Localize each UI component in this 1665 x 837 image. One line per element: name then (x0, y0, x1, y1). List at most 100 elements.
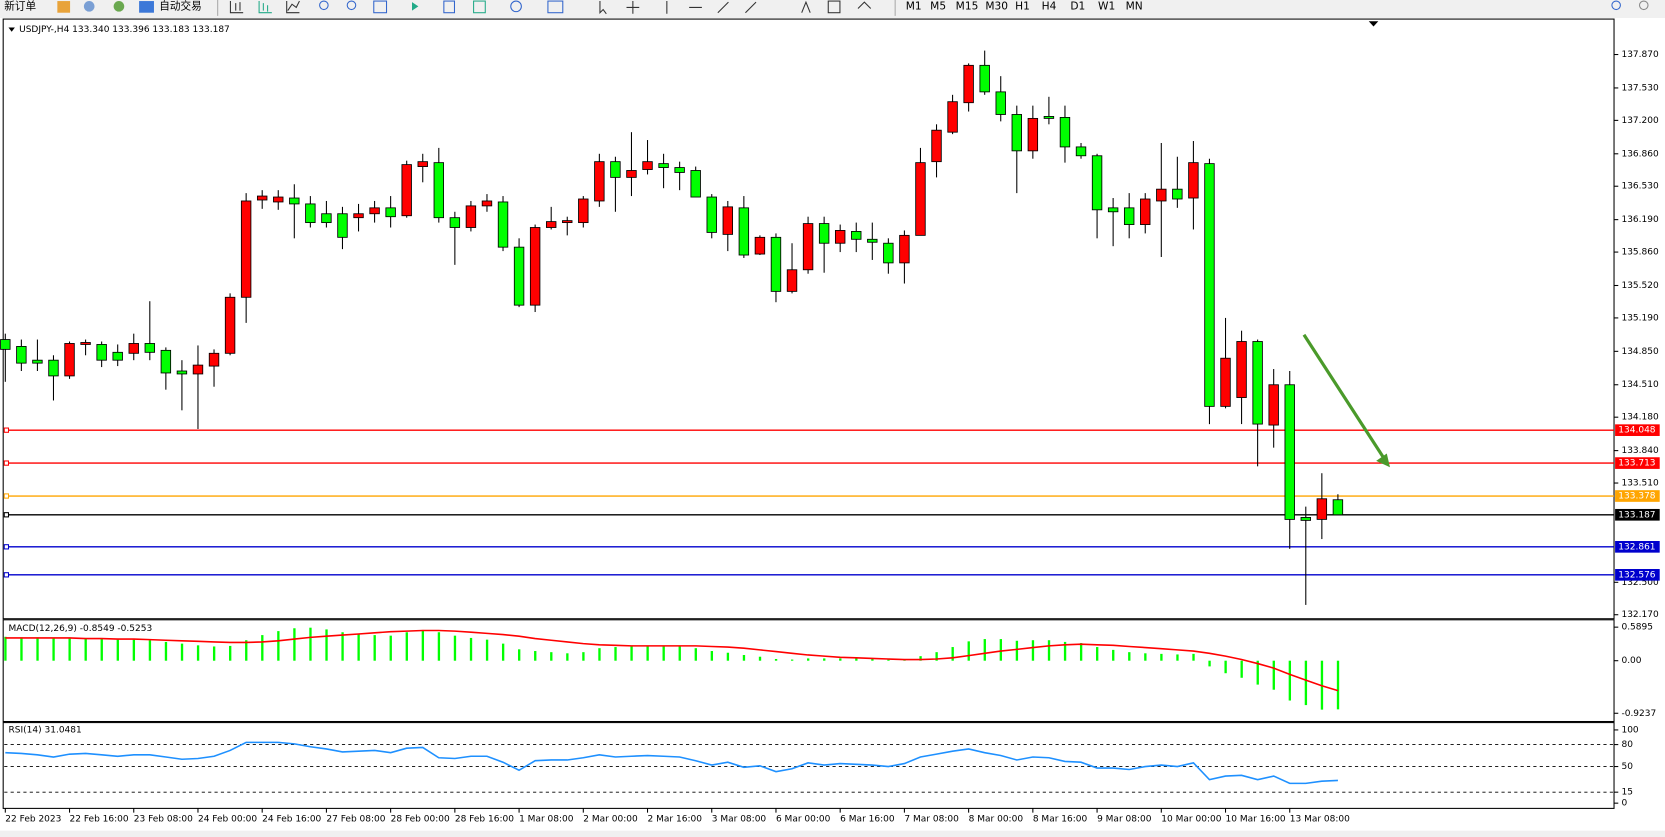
macd-bar (20, 637, 23, 661)
candle-body (1091, 155, 1103, 211)
icon[interactable] (113, 1, 125, 12)
icon[interactable] (510, 0, 522, 13)
level-label-bg (1615, 508, 1660, 521)
icon[interactable] (412, 2, 419, 11)
candle-body (48, 359, 59, 377)
icon[interactable] (626, 1, 640, 14)
macd-bar (1031, 640, 1035, 661)
timeframe-button[interactable]: W1 (1098, 0, 1115, 12)
candle-body (112, 351, 123, 361)
icon[interactable] (319, 0, 329, 11)
candle-body (1268, 384, 1279, 426)
y-tick-label: 133.510 (1621, 479, 1659, 489)
icon[interactable] (57, 1, 71, 13)
macd-pane (2, 619, 1615, 723)
icon[interactable] (1638, 0, 1649, 11)
candle-body (626, 170, 637, 178)
candle-body (690, 170, 701, 198)
toolbar-bg (0, 0, 1665, 19)
macd-bar (68, 637, 71, 661)
macd-bar (1256, 660, 1259, 685)
macd-bar (212, 646, 216, 661)
icon[interactable] (139, 1, 154, 13)
annotation-arrow (1302, 333, 1385, 459)
timeframe-button[interactable]: M5 (930, 0, 946, 12)
new-order-button[interactable]: 新订单 (4, 0, 36, 12)
macd-bar (485, 639, 489, 661)
timeframe-button[interactable]: M1 (906, 0, 922, 12)
icon[interactable] (473, 0, 486, 14)
candle-body (321, 213, 332, 224)
candle-body (931, 129, 942, 163)
macd-bar (293, 628, 296, 661)
icon[interactable] (286, 0, 300, 14)
macd-bar (919, 656, 922, 661)
timeframe-button[interactable]: M30 (985, 0, 1008, 12)
icon[interactable] (229, 1, 244, 14)
plots: 137.870 137.530 137.200 136.860 136.530 136.1… (0, 50, 1660, 824)
timeframe-button[interactable]: H1 (1015, 0, 1030, 12)
candle-body (1156, 188, 1167, 202)
candle-body (32, 359, 43, 364)
level-label: 134.048 (1618, 426, 1656, 436)
annotation-arrowhead (1376, 453, 1390, 468)
macd-bar (1160, 653, 1163, 661)
icon[interactable] (83, 1, 95, 12)
icon[interactable] (827, 0, 841, 14)
status-bar (0, 830, 1665, 837)
timeframe-button[interactable]: M15 (956, 0, 979, 12)
candle-body (1059, 117, 1071, 148)
level-label: 133.713 (1618, 459, 1655, 469)
candle-body (433, 162, 445, 219)
level-label-bg (1615, 490, 1660, 502)
icon[interactable] (258, 1, 272, 14)
timeframe-button[interactable]: H4 (1042, 0, 1057, 12)
x-tick-label: 27 Feb 08:00 (326, 814, 385, 824)
macd-bar (52, 637, 55, 661)
icon[interactable] (857, 1, 872, 9)
icon[interactable] (443, 0, 456, 14)
macd-bar (116, 639, 119, 661)
icon[interactable] (547, 0, 564, 14)
x-tick-label: 3 Mar 08:00 (712, 814, 767, 824)
macd-bar (180, 643, 184, 661)
icon[interactable] (666, 1, 757, 14)
icon[interactable] (346, 0, 357, 11)
candle-body (722, 206, 734, 235)
macd-bar (277, 631, 280, 661)
macd-bar (132, 639, 136, 661)
candle-body (674, 167, 685, 173)
price-pane (2, 18, 1615, 620)
icon[interactable] (373, 0, 388, 14)
candle-body (770, 236, 782, 292)
icon[interactable] (801, 0, 811, 13)
x-tick-label: 1 Mar 08:00 (519, 814, 574, 824)
timeframe-button[interactable]: MN (1126, 0, 1143, 12)
candle-body (1075, 146, 1087, 157)
macd-bar (373, 635, 376, 661)
macd-bar (726, 652, 730, 661)
macd-bar (1176, 654, 1179, 661)
y-tick-label: 15 (1621, 788, 1632, 798)
macd-bar (582, 652, 585, 661)
y-tick-label: 134.180 (1621, 413, 1659, 423)
candle-body (353, 213, 364, 219)
macd-bar (405, 632, 408, 661)
candle-body (513, 246, 525, 306)
candle-body (963, 64, 974, 104)
macd-bar (614, 647, 617, 661)
timeframe-button[interactable]: D1 (1070, 0, 1085, 12)
candle-body (256, 195, 268, 201)
candle-body (1043, 116, 1055, 119)
icon[interactable] (1611, 0, 1621, 11)
level-label-bg (1615, 569, 1660, 581)
macd-bar (710, 651, 714, 661)
level-label: 133.378 (1618, 492, 1656, 502)
auto-trading-button[interactable]: 自动交易 (159, 0, 201, 12)
macd-bar (1112, 649, 1115, 661)
icon[interactable] (599, 1, 607, 15)
macd-bar (1063, 641, 1067, 661)
candle-body (979, 64, 990, 93)
y-tick-label: 136.530 (1621, 182, 1659, 192)
